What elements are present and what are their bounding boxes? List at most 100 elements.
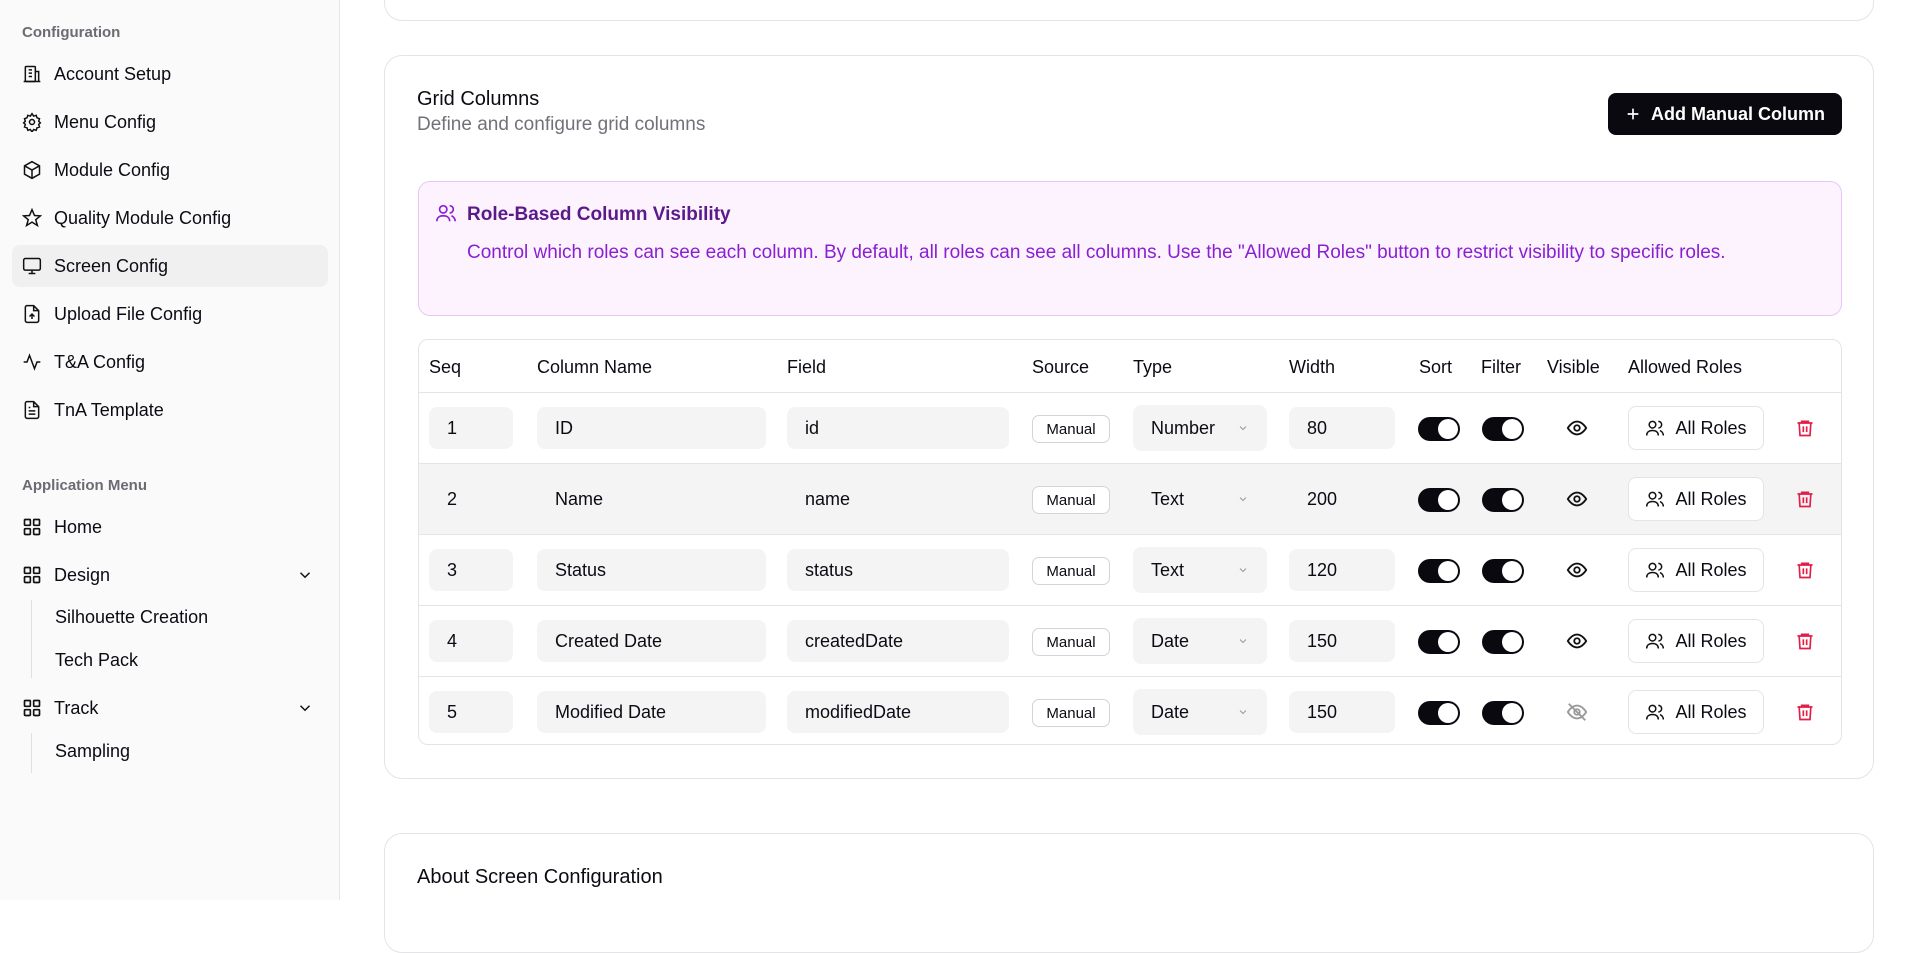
- chevron-down-icon: [1239, 497, 1247, 502]
- sidebar-subitem[interactable]: Sampling: [55, 740, 131, 761]
- column-name-input[interactable]: Status: [537, 549, 766, 591]
- sidebar-item-label: Quality Module Config: [54, 207, 232, 228]
- delete-button[interactable]: [1795, 560, 1815, 585]
- type-select[interactable]: Text: [1133, 547, 1267, 593]
- sidebar-item-label: Track: [54, 697, 99, 718]
- sidebar-item-module-config[interactable]: Module Config: [12, 149, 328, 191]
- column-name-input[interactable]: Modified Date: [537, 691, 766, 733]
- width-input[interactable]: 80: [1289, 407, 1395, 449]
- visibility-toggle[interactable]: [1566, 701, 1588, 728]
- column-header: Filter: [1481, 357, 1521, 377]
- file-text-icon: [24, 400, 40, 420]
- filter-toggle[interactable]: [1482, 701, 1524, 725]
- eye-icon: [1566, 491, 1588, 507]
- sidebar-item-track[interactable]: Track: [12, 687, 328, 729]
- sort-toggle[interactable]: [1418, 488, 1460, 512]
- allowed-roles-button[interactable]: All Roles: [1628, 690, 1764, 734]
- visibility-toggle[interactable]: [1566, 488, 1588, 515]
- sidebar-item-design[interactable]: Design: [12, 554, 328, 596]
- table-row: 3 Status status Manual Text 120 All Role…: [419, 535, 1841, 606]
- sort-toggle[interactable]: [1418, 701, 1460, 725]
- notice-title: Role-Based Column Visibility: [467, 204, 731, 225]
- top-card: [384, 0, 1874, 21]
- column-header: Allowed Roles: [1628, 357, 1743, 377]
- chevron-down-icon[interactable]: [296, 566, 314, 584]
- building-icon: [23, 65, 41, 83]
- sidebar-subitem[interactable]: Silhouette Creation: [55, 606, 209, 627]
- visibility-toggle[interactable]: [1566, 417, 1588, 444]
- field-input[interactable]: modifiedDate: [787, 691, 1009, 733]
- add-manual-column-button[interactable]: Add Manual Column: [1608, 93, 1842, 135]
- button-label: Add Manual Column: [1651, 103, 1825, 124]
- type-value: Text: [1151, 559, 1185, 580]
- filter-toggle[interactable]: [1482, 488, 1524, 512]
- column-name-input[interactable]: Name: [537, 478, 766, 520]
- seq-input[interactable]: 2: [429, 478, 513, 520]
- column-header: Type: [1133, 357, 1173, 377]
- sidebar-item-tna-template[interactable]: TnA Template: [12, 389, 328, 431]
- width-input[interactable]: 150: [1289, 691, 1395, 733]
- table-header: Seq Column Name Field Source Type Width Sort Fi…: [419, 340, 1841, 393]
- sidebar-item-quality-module-config[interactable]: Quality Module Config: [12, 197, 328, 239]
- type-select[interactable]: Text: [1133, 476, 1267, 522]
- sidebar-item-label: Screen Config: [54, 255, 169, 276]
- seq-input[interactable]: 4: [429, 620, 513, 662]
- sort-toggle[interactable]: [1418, 559, 1460, 583]
- width-input[interactable]: 200: [1289, 478, 1395, 520]
- filter-toggle[interactable]: [1482, 559, 1524, 583]
- sort-toggle[interactable]: [1418, 417, 1460, 441]
- delete-button[interactable]: [1795, 489, 1815, 514]
- type-select[interactable]: Number: [1133, 405, 1267, 451]
- eye-icon: [1566, 420, 1588, 436]
- users-icon: [436, 204, 456, 222]
- type-select[interactable]: Date: [1133, 689, 1267, 735]
- delete-button[interactable]: [1795, 631, 1815, 656]
- roles-label: All Roles: [1675, 701, 1747, 722]
- chevron-down-icon: [1239, 710, 1247, 715]
- field-input[interactable]: status: [787, 549, 1009, 591]
- trash-icon: [1797, 420, 1813, 437]
- delete-button[interactable]: [1795, 702, 1815, 727]
- allowed-roles-button[interactable]: All Roles: [1628, 477, 1764, 521]
- seq-input[interactable]: 1: [429, 407, 513, 449]
- column-header: Sort: [1419, 357, 1453, 377]
- field-input[interactable]: id: [787, 407, 1009, 449]
- column-name-input[interactable]: Created Date: [537, 620, 766, 662]
- users-icon: [1646, 491, 1665, 507]
- filter-toggle[interactable]: [1482, 417, 1524, 441]
- notice-text: Control which roles can see each column.…: [467, 242, 1726, 263]
- visibility-toggle[interactable]: [1566, 630, 1588, 657]
- seq-input[interactable]: 3: [429, 549, 513, 591]
- seq-input[interactable]: 5: [429, 691, 513, 733]
- filter-toggle[interactable]: [1482, 630, 1524, 654]
- grid-icon: [23, 518, 41, 536]
- sidebar-item-account-setup[interactable]: Account Setup: [12, 53, 328, 95]
- chevron-down-icon[interactable]: [296, 699, 314, 717]
- allowed-roles-button[interactable]: All Roles: [1628, 406, 1764, 450]
- field-input[interactable]: name: [787, 478, 1009, 520]
- sidebar-item-menu-config[interactable]: Menu Config: [12, 101, 328, 143]
- sidebar-item-screen-config[interactable]: Screen Config: [12, 245, 328, 287]
- sidebar-item-t-a-config[interactable]: T&A Config: [12, 341, 328, 383]
- type-value: Date: [1151, 701, 1190, 722]
- table-row: 5 Modified Date modifiedDate Manual Date…: [419, 677, 1841, 744]
- sidebar-subitem[interactable]: Tech Pack: [55, 649, 139, 670]
- width-input[interactable]: 120: [1289, 549, 1395, 591]
- activity-icon: [23, 353, 41, 371]
- sort-toggle[interactable]: [1418, 630, 1460, 654]
- field-input[interactable]: createdDate: [787, 620, 1009, 662]
- card-title: Grid Columns: [417, 88, 540, 110]
- about-card: [384, 833, 1874, 953]
- eye-off-icon: [1566, 703, 1588, 721]
- visibility-toggle[interactable]: [1566, 559, 1588, 586]
- divider: [31, 600, 32, 678]
- allowed-roles-button[interactable]: All Roles: [1628, 619, 1764, 663]
- delete-button[interactable]: [1795, 418, 1815, 443]
- column-name-input[interactable]: ID: [537, 407, 766, 449]
- sidebar-item-home[interactable]: Home: [12, 506, 328, 548]
- sidebar-item-upload-file-config[interactable]: Upload File Config: [12, 293, 328, 335]
- type-select[interactable]: Date: [1133, 618, 1267, 664]
- trash-icon: [1797, 562, 1813, 579]
- allowed-roles-button[interactable]: All Roles: [1628, 548, 1764, 592]
- width-input[interactable]: 150: [1289, 620, 1395, 662]
